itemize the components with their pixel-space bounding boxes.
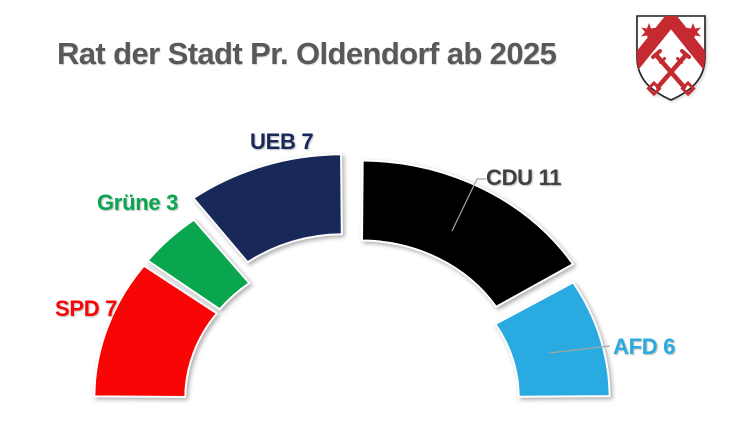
star-right-icon	[685, 23, 701, 41]
afd-leader-line	[548, 345, 611, 354]
chart-label-spd: SPD 7	[55, 296, 118, 321]
segment-spd	[93, 264, 218, 398]
star-left-icon	[641, 23, 657, 41]
segment-ueb	[192, 153, 343, 264]
chart-label-gruene: Grüne 3	[97, 190, 179, 215]
coat-of-arms-preussisch-oldendorf-icon	[636, 15, 706, 101]
segment-cdu	[360, 159, 575, 308]
chart-label-cdu: CDU 11	[486, 165, 562, 190]
segment-afd	[494, 281, 611, 398]
chart-label-ueb: UEB 7	[250, 129, 314, 154]
crossed-keys-icon	[646, 46, 696, 97]
chart-label-afd: AFD 6	[613, 334, 676, 359]
chevron-charge	[637, 16, 705, 76]
page-title: Rat der Stadt Pr. Oldendorf ab 2025	[57, 36, 557, 71]
segment-gruene	[146, 218, 251, 311]
cdu-leader-line	[451, 178, 486, 232]
